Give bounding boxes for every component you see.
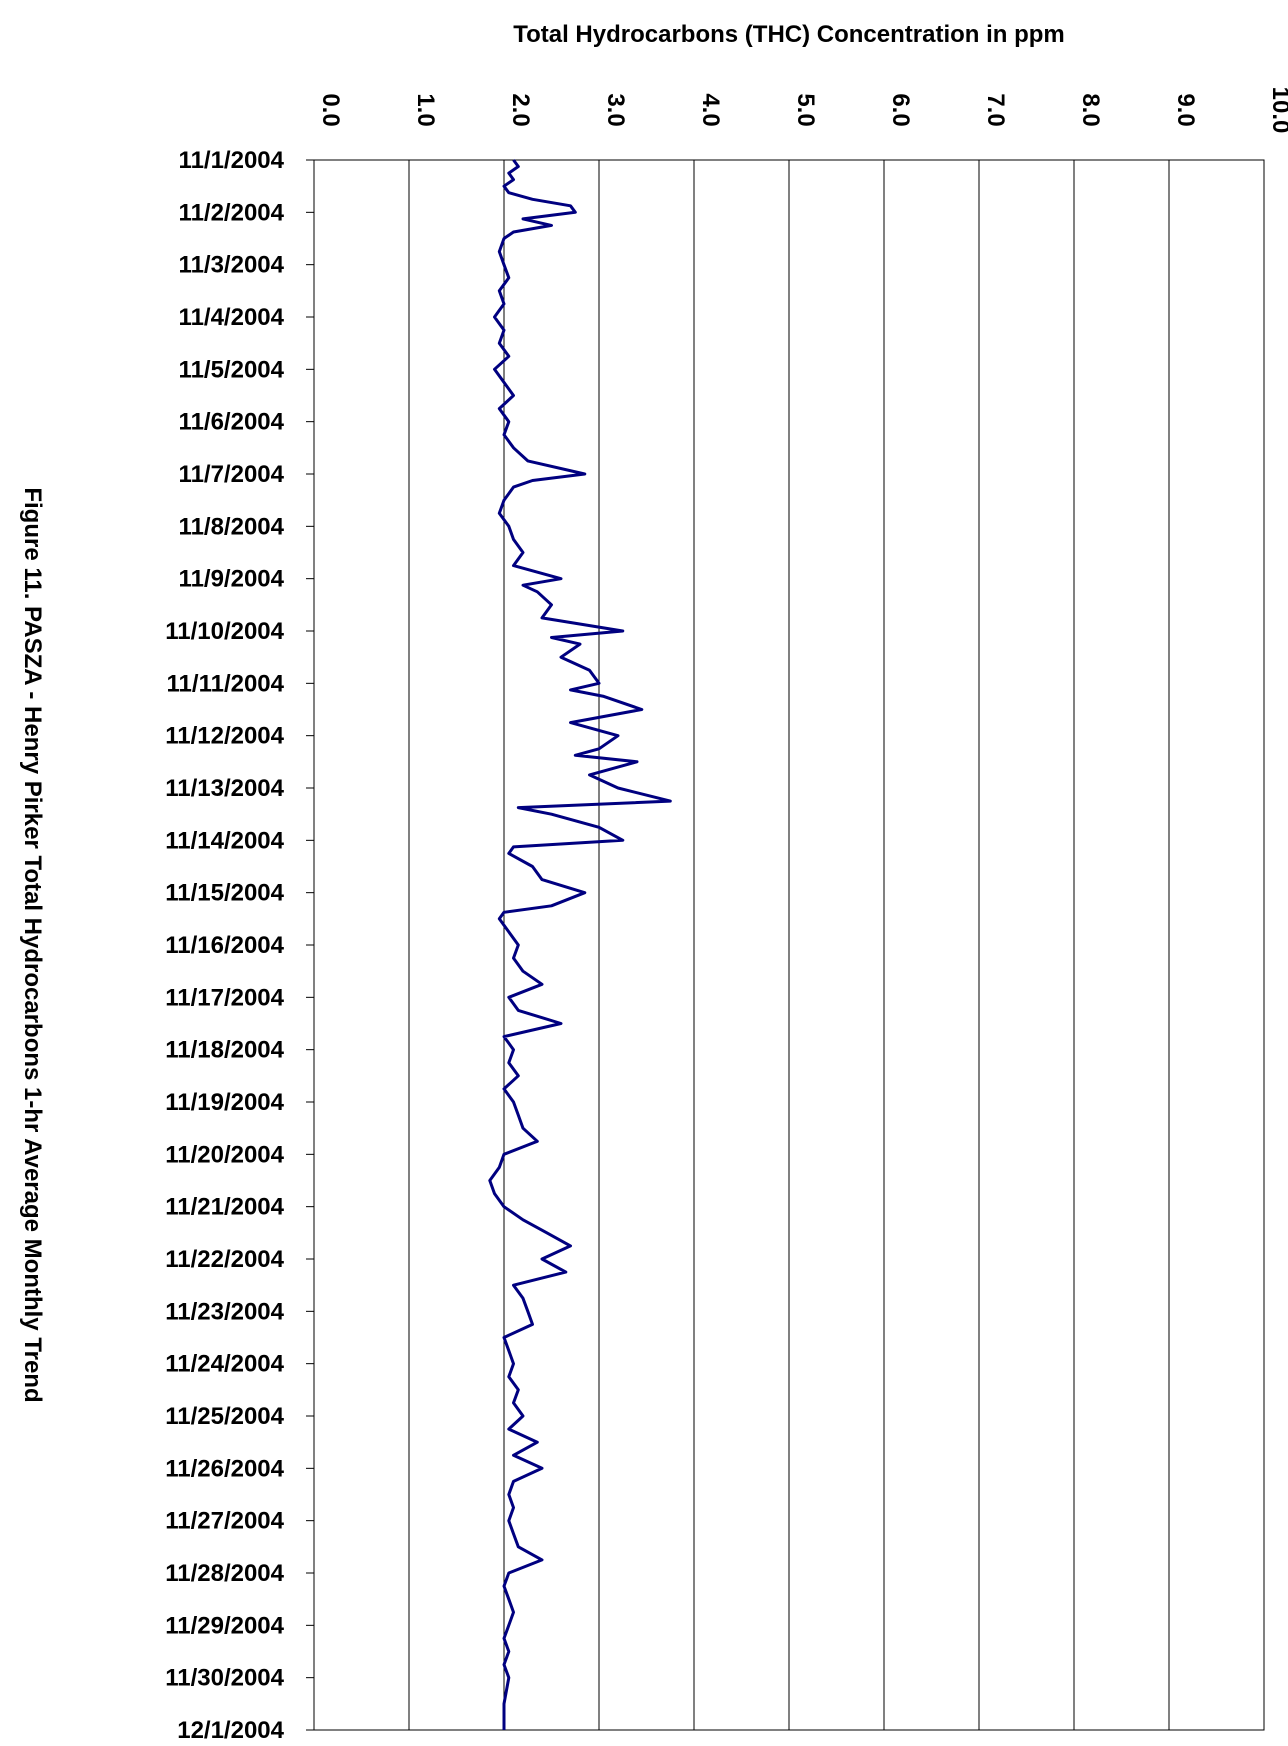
date-tick-label: 11/18/2004 [165, 1037, 284, 1064]
value-tick-label: 2.0 [507, 93, 534, 126]
date-tick-label: 11/24/2004 [165, 1351, 284, 1378]
series-line [488, 159, 672, 1730]
value-tick-label: 7.0 [982, 93, 1009, 126]
date-tick-label: 11/26/2004 [165, 1455, 284, 1482]
date-tick-label: 11/11/2004 [167, 670, 285, 697]
date-tick-label: 11/4/2004 [179, 304, 285, 331]
value-tick-label: 0.0 [317, 93, 344, 126]
value-tick-label: 6.0 [887, 93, 914, 126]
date-tick-label: 11/19/2004 [165, 1089, 284, 1116]
date-tick-label: 11/10/2004 [165, 618, 284, 645]
date-tick-label: 11/13/2004 [165, 775, 284, 802]
date-tick-label: 11/5/2004 [179, 356, 285, 383]
date-tick-label: 11/22/2004 [165, 1246, 284, 1273]
date-tick-label: 11/3/2004 [179, 252, 285, 279]
date-tick-label: 11/8/2004 [179, 513, 285, 540]
date-tick-label: 11/2/2004 [179, 199, 285, 226]
date-tick-labels: 11/1/2004 11/2/2004 11/3/2004 11/4/2004 11/5… [165, 147, 284, 1744]
date-tick-label: 11/25/2004 [165, 1403, 284, 1430]
date-tick-label: 11/14/2004 [165, 827, 284, 854]
date-tick-label: 11/27/2004 [165, 1508, 284, 1535]
grid-lines [408, 160, 1170, 1730]
date-tick-label: 11/12/2004 [165, 723, 284, 750]
date-tick-label: 11/9/2004 [179, 566, 285, 593]
date-tick-label: 11/7/2004 [179, 461, 285, 488]
date-tick-label: 11/30/2004 [165, 1665, 284, 1692]
date-tick-label: 11/16/2004 [165, 932, 284, 959]
value-tick-label: 4.0 [697, 93, 724, 126]
date-tick-label: 11/6/2004 [179, 409, 285, 436]
value-tick-label: 9.0 [1172, 93, 1199, 126]
date-tick-label: 12/1/2004 [177, 1717, 284, 1744]
figure-title: Figure 11. PASZA - Henry Pirker Total Hy… [19, 487, 46, 1402]
date-tick-label: 11/23/2004 [165, 1298, 284, 1325]
value-axis-title: Total Hydrocarbons (THC) Concentration i… [513, 21, 1065, 48]
date-tick-label: 11/15/2004 [165, 880, 284, 907]
date-tick-label: 11/17/2004 [165, 984, 284, 1011]
date-tick-label: 11/28/2004 [165, 1560, 284, 1587]
value-tick-label: 8.0 [1077, 93, 1104, 126]
date-tick-label: 11/29/2004 [165, 1612, 284, 1639]
value-tick-label: 1.0 [412, 93, 439, 126]
date-tick-label: 11/20/2004 [165, 1141, 284, 1168]
value-tick-label: 10.0 [1267, 87, 1288, 134]
value-tick-labels: 0.0 1.0 2.0 3.0 4.0 5.0 6.0 7.0 8.0 9.0 10.0 [317, 87, 1288, 134]
date-tick-label: 11/1/2004 [179, 147, 285, 174]
value-tick-label: 5.0 [792, 93, 819, 126]
value-tick-label: 3.0 [602, 93, 629, 126]
date-tick-marks [306, 159, 314, 1731]
date-tick-label: 11/21/2004 [165, 1194, 284, 1221]
